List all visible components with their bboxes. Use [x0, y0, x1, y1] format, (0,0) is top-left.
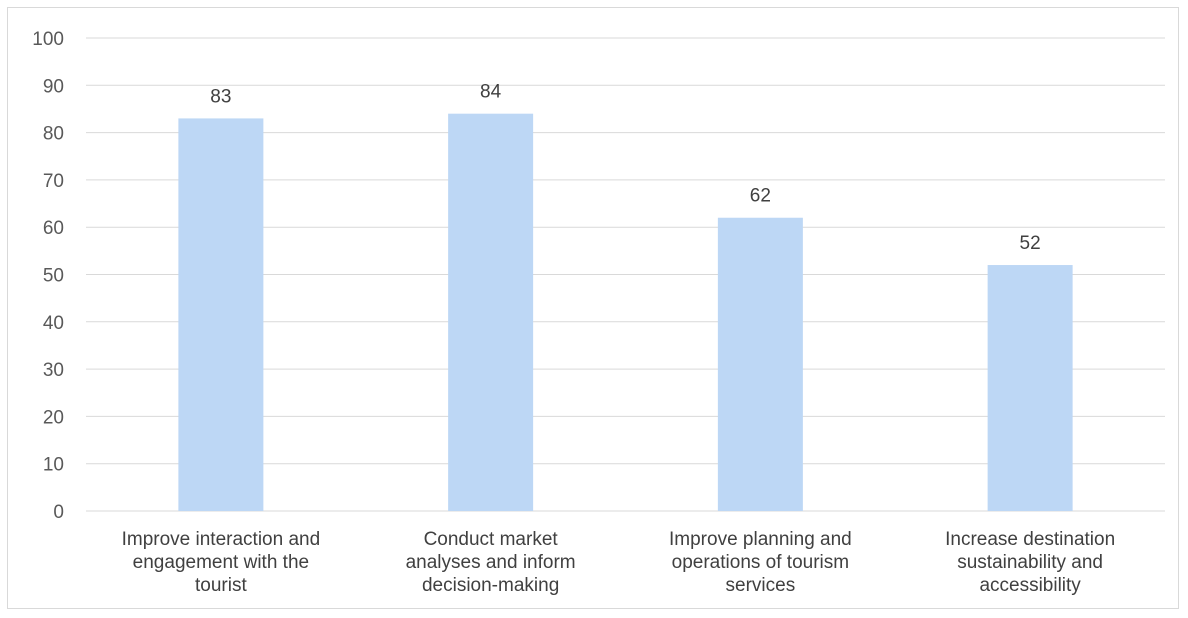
- x-category-label-line: Increase destination: [945, 529, 1115, 550]
- y-axis-tick-labels: 0 10 20 30 40 50 60 70 80 90 100: [32, 29, 64, 523]
- bar: [987, 265, 1073, 511]
- bar: [448, 113, 534, 512]
- y-tick-label: 40: [43, 313, 64, 334]
- y-tick-label: 0: [53, 502, 64, 523]
- x-category-label-line: tourist: [195, 575, 247, 596]
- bars: [178, 113, 1073, 512]
- x-category-label: Conduct market analyses and inform decisio…: [406, 529, 576, 596]
- x-category-label: Improve interaction and engagement with t…: [122, 529, 321, 596]
- x-category-label-line: Improve interaction and: [122, 529, 321, 550]
- y-tick-label: 70: [43, 171, 64, 192]
- bar: [178, 118, 264, 511]
- data-label: 62: [750, 186, 771, 207]
- x-category-label-line: engagement with the: [133, 552, 309, 573]
- x-category-label-line: accessibility: [979, 575, 1081, 596]
- y-tick-label: 100: [32, 29, 64, 50]
- x-category-label-line: Conduct market: [424, 529, 559, 550]
- y-tick-label: 50: [43, 266, 64, 287]
- data-label: 84: [480, 82, 502, 103]
- x-axis-category-labels: Improve interaction and engagement with t…: [122, 529, 1116, 596]
- y-tick-label: 20: [43, 407, 64, 428]
- y-tick-label: 10: [43, 455, 64, 476]
- x-category-label-line: sustainability and: [957, 552, 1103, 573]
- y-tick-label: 90: [43, 76, 64, 97]
- data-label: 83: [210, 86, 231, 107]
- x-category-label-line: decision-making: [422, 575, 559, 596]
- x-category-label-line: operations of tourism: [672, 552, 849, 573]
- bar: [717, 217, 803, 512]
- gridlines: [86, 37, 1165, 512]
- x-category-label-line: services: [726, 575, 796, 596]
- x-category-label: Increase destination sustainability and ac…: [945, 529, 1115, 596]
- data-labels: 83 84 62 52: [210, 82, 1040, 254]
- x-category-label-line: analyses and inform: [406, 552, 576, 573]
- y-tick-label: 80: [43, 124, 64, 145]
- x-category-label-line: Improve planning and: [669, 529, 852, 550]
- y-tick-label: 60: [43, 218, 64, 239]
- data-label: 52: [1020, 233, 1041, 254]
- x-category-label: Improve planning and operations of touris…: [669, 529, 852, 596]
- y-tick-label: 30: [43, 360, 64, 381]
